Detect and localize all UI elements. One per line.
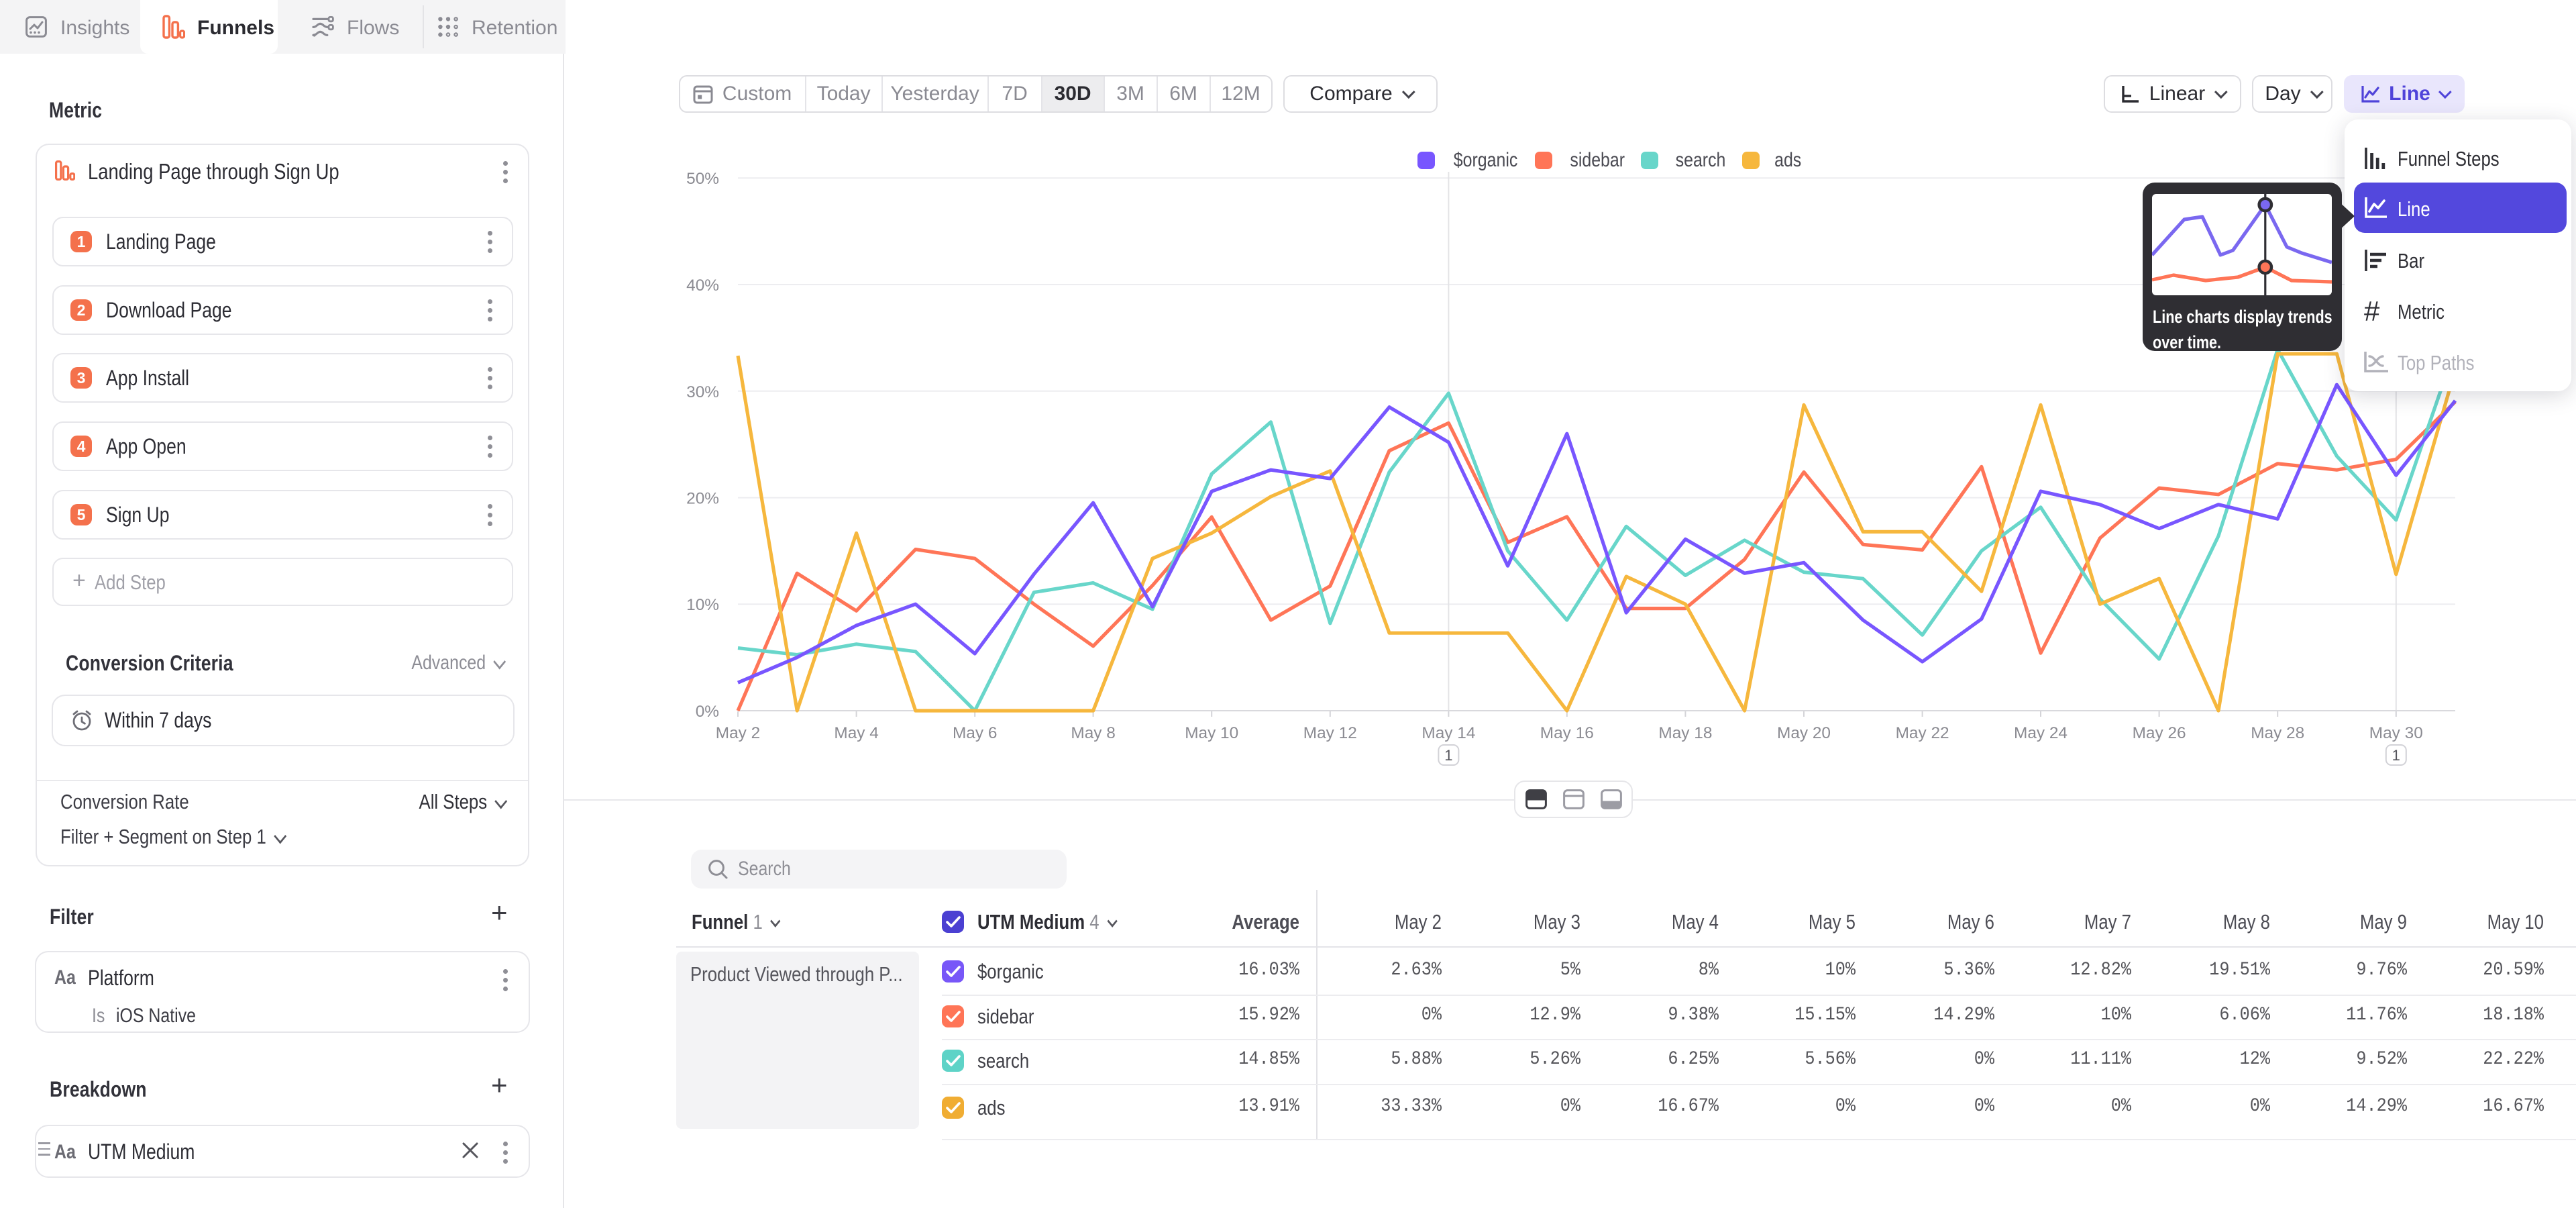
svg-text:20%: 20%	[686, 490, 719, 508]
svg-text:1: 1	[1444, 747, 1452, 764]
svg-text:40%: 40%	[686, 276, 719, 295]
svg-text:May 14: May 14	[1421, 724, 1475, 742]
svg-text:May 4: May 4	[834, 724, 878, 742]
svg-text:May 16: May 16	[1540, 724, 1594, 742]
svg-text:30%: 30%	[686, 383, 719, 401]
svg-text:May 22: May 22	[1896, 724, 1949, 742]
svg-text:10%: 10%	[686, 596, 719, 614]
svg-text:May 10: May 10	[1185, 724, 1238, 742]
svg-text:May 26: May 26	[2133, 724, 2186, 742]
svg-text:50%: 50%	[686, 170, 719, 188]
svg-text:May 28: May 28	[2251, 724, 2304, 742]
svg-text:May 18: May 18	[1658, 724, 1712, 742]
svg-text:May 2: May 2	[716, 724, 760, 742]
svg-text:May 24: May 24	[2014, 724, 2068, 742]
svg-text:May 6: May 6	[953, 724, 997, 742]
svg-text:0%: 0%	[696, 703, 719, 721]
svg-text:May 12: May 12	[1303, 724, 1357, 742]
svg-text:1: 1	[2392, 747, 2400, 764]
svg-text:May 8: May 8	[1071, 724, 1115, 742]
svg-text:May 30: May 30	[2369, 724, 2423, 742]
svg-text:May 20: May 20	[1777, 724, 1831, 742]
